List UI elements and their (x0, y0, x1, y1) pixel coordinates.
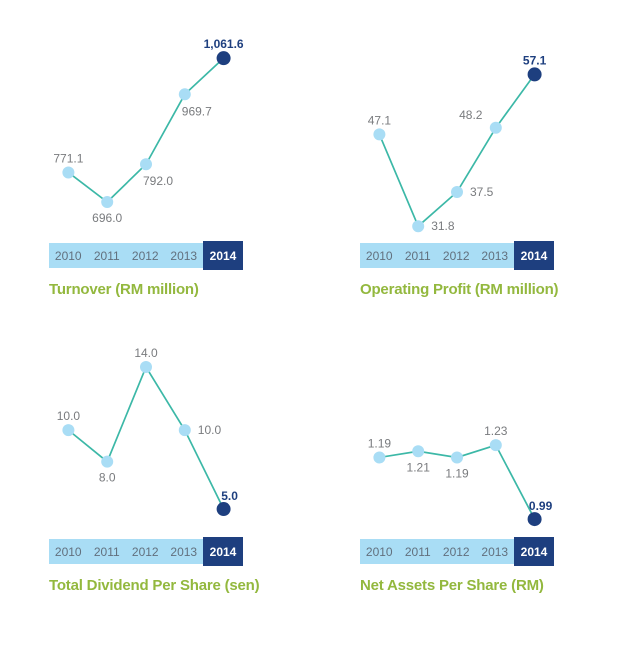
year-axis-bar: 2010 2011 2012 2013 2014 (49, 537, 243, 566)
chart-title: Operating Profit (RM million) (360, 281, 559, 298)
data-point-label: 14.0 (134, 346, 158, 360)
data-point-label: 1.21 (407, 460, 431, 474)
data-point-label: 37.5 (470, 185, 494, 199)
data-point-label: 10.0 (198, 423, 222, 437)
data-point-label: 1.19 (368, 436, 392, 450)
data-point-label: 57.1 (523, 53, 547, 67)
data-point-label: 8.0 (99, 471, 116, 485)
year-cell: 2010 (360, 539, 399, 564)
data-point (140, 158, 152, 171)
data-point (62, 166, 75, 179)
data-point-label: 31.8 (431, 219, 455, 233)
year-cell: 2013 (164, 243, 203, 268)
year-cell: 2010 (360, 243, 399, 268)
data-point (373, 451, 386, 464)
data-point-highlight (216, 51, 231, 66)
data-point-label: 792.0 (143, 174, 173, 188)
data-point (62, 424, 75, 437)
year-cell: 2012 (437, 539, 476, 564)
year-cell-highlight: 2014 (203, 241, 243, 270)
year-cell: 2012 (126, 243, 165, 268)
data-point (451, 451, 463, 464)
year-axis-bar: 2010 2011 2012 2013 2014 (360, 537, 554, 566)
year-cell: 2013 (475, 243, 514, 268)
line-chart: 1.19 1.21 1.19 1.23 0.99 (368, 424, 553, 527)
year-cell-highlight: 2014 (514, 537, 554, 566)
data-point (140, 361, 152, 374)
year-cell: 2013 (164, 539, 203, 564)
year-cell: 2011 (87, 243, 126, 268)
year-cell: 2010 (49, 539, 88, 564)
chart-panel-turnover: 771.1 696.0 792.0 969.7 1,061.6 2010 2011 2012… (45, 0, 245, 312)
year-cell: 2012 (437, 243, 476, 268)
data-point-highlight (527, 512, 542, 527)
data-point (178, 424, 191, 437)
data-point-label: 48.2 (459, 108, 483, 122)
data-point (412, 220, 425, 233)
year-cell-highlight: 2014 (203, 537, 243, 566)
line-chart: 10.0 8.0 14.0 10.0 5.0 (57, 346, 238, 517)
data-point-label: 1.23 (484, 424, 508, 438)
chart-title: Turnover (RM million) (49, 281, 199, 298)
data-point-label: 1.19 (445, 466, 469, 480)
data-point (451, 186, 463, 198)
data-point (101, 455, 114, 468)
year-cell: 2011 (87, 539, 126, 564)
trend-line (67, 365, 225, 510)
chart-panel-net-assets: 1.19 1.21 1.19 1.23 0.99 2010 2011 2012 2013 201… (356, 296, 556, 608)
data-point-label: 1,061.6 (204, 37, 244, 51)
chart-panel-operating-profit: 47.1 31.8 37.5 48.2 57.1 2010 2011 2012 2013 201… (356, 0, 559, 312)
line-chart: 771.1 696.0 792.0 969.7 1,061.6 (53, 37, 244, 225)
chart-panel-total-dividend: 10.0 8.0 14.0 10.0 5.0 2010 2011 2012 2013 2014 … (45, 296, 260, 608)
year-cell: 2013 (475, 539, 514, 564)
data-point (178, 88, 191, 101)
year-cell: 2010 (49, 243, 88, 268)
year-cell: 2012 (126, 539, 165, 564)
data-point (101, 196, 114, 209)
data-point (412, 445, 425, 458)
year-axis-bar: 2010 2011 2012 2013 2014 (360, 241, 554, 270)
data-point-label: 696.0 (92, 211, 122, 225)
chart-title: Total Dividend Per Share (sen) (49, 577, 260, 594)
trend-line (378, 73, 536, 228)
data-point (373, 128, 386, 141)
data-point (489, 121, 502, 134)
year-axis-bar: 2010 2011 2012 2013 2014 (49, 241, 243, 270)
line-chart: 47.1 31.8 37.5 48.2 57.1 (368, 53, 547, 233)
data-point-highlight (527, 67, 542, 82)
year-cell-highlight: 2014 (514, 241, 554, 270)
data-point (489, 439, 502, 452)
data-point-label: 969.7 (182, 104, 212, 118)
data-point-label: 5.0 (221, 489, 238, 503)
data-point-label: 10.0 (57, 409, 81, 423)
data-point-label: 0.99 (529, 499, 553, 513)
year-cell: 2011 (398, 539, 437, 564)
data-point-highlight (216, 502, 231, 517)
chart-title: Net Assets Per Share (RM) (360, 577, 544, 594)
data-point-label: 47.1 (368, 113, 392, 127)
data-point-label: 771.1 (53, 151, 83, 165)
year-cell: 2011 (398, 243, 437, 268)
